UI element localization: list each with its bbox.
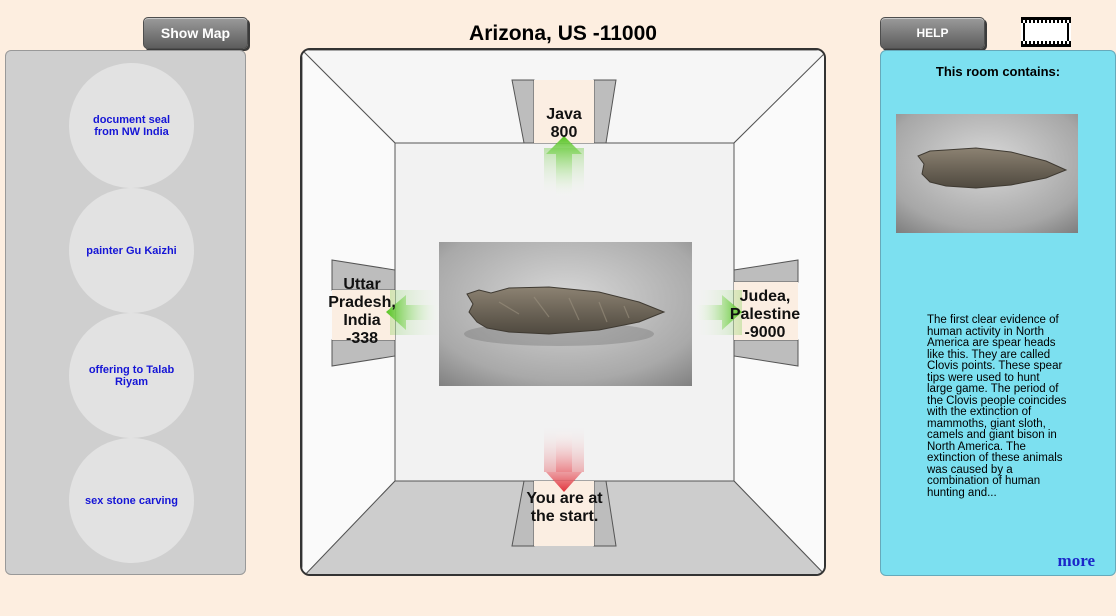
arrow-north-icon bbox=[544, 136, 584, 200]
info-panel: This room contains: The first clear evid… bbox=[880, 50, 1116, 576]
help-button[interactable]: HELP bbox=[880, 17, 985, 49]
artifact-link-gu-kaizhi[interactable]: painter Gu Kaizhi bbox=[69, 188, 194, 313]
room-walls bbox=[302, 50, 824, 574]
page-title: Arizona, US -11000 bbox=[469, 22, 657, 45]
more-link[interactable]: more bbox=[1057, 551, 1095, 570]
artifact-list-panel: document seal from NW India painter Gu K… bbox=[5, 50, 246, 575]
door-north-label[interactable]: Java 800 bbox=[546, 106, 582, 141]
door-east-label[interactable]: Judea, Palestine -9000 bbox=[729, 288, 801, 341]
door-south-label[interactable]: You are at the start. bbox=[526, 490, 603, 525]
arrow-south-icon bbox=[544, 422, 584, 492]
film-strip-icon[interactable] bbox=[1021, 17, 1071, 47]
door-west-label[interactable]: Uttar Pradesh, India -338 bbox=[328, 276, 396, 347]
artifact-thumbnail[interactable] bbox=[896, 114, 1078, 233]
info-heading: This room contains: bbox=[935, 64, 1061, 79]
room-view: Java 800 Uttar Pradesh, India -338 Judea… bbox=[300, 48, 826, 576]
artifact-link-document-seal[interactable]: document seal from NW India bbox=[69, 63, 194, 188]
artifact-link-stone-carving[interactable]: sex stone carving bbox=[69, 438, 194, 563]
clovis-point-photo[interactable] bbox=[439, 242, 692, 386]
artifact-description: The first clear evidence of human activi… bbox=[927, 314, 1067, 499]
artifact-link-talab-riyam[interactable]: offering to Talab Riyam bbox=[69, 313, 194, 438]
arrow-east-icon bbox=[692, 290, 742, 335]
show-map-button[interactable]: Show Map bbox=[143, 17, 248, 49]
